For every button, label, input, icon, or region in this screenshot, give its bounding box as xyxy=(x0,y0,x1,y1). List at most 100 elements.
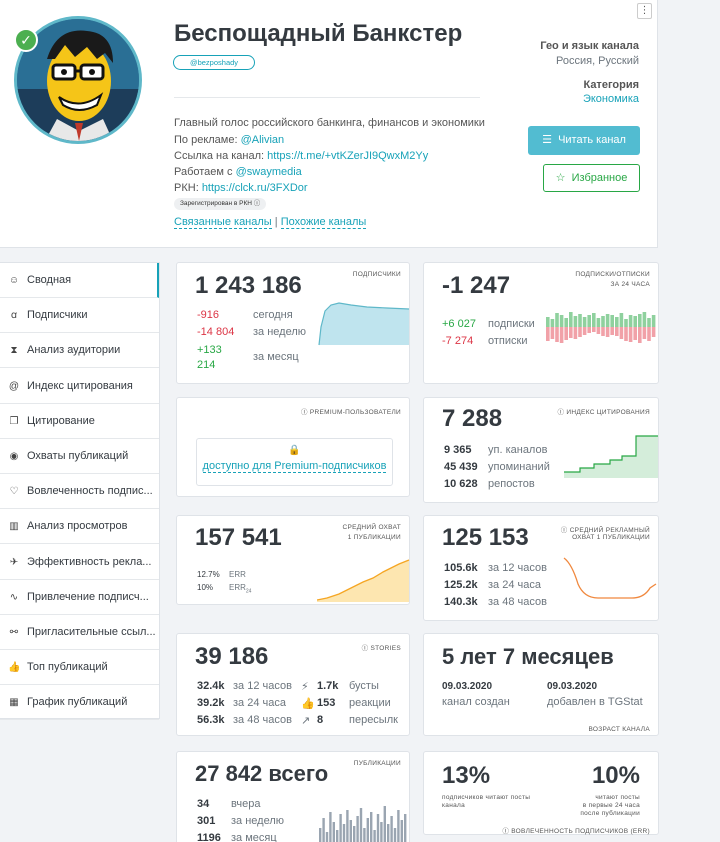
avg-reach-card[interactable]: средний охват 1 публикации 157 541 12.7%… xyxy=(176,515,410,605)
stat-value: -14 804 xyxy=(197,326,235,338)
rkn-badge-label: Зарегистрирован в РКН xyxy=(180,200,252,207)
sidebar-item[interactable]: ◉ Охваты публикаций xyxy=(0,439,159,474)
engagement-card[interactable]: 13% подписчиков читают посты канала 10% … xyxy=(423,751,659,835)
sidebar-nav: ☺ Сводная ꭤ Подписчики ⧗ Анализ аудитории @ Инд… xyxy=(0,262,160,721)
stat-value: 39.2k xyxy=(197,697,225,709)
sidebar-item[interactable]: ꭤ Подписчики xyxy=(0,298,159,334)
engagement-label: канала xyxy=(442,802,466,809)
stat-label: за 48 часов xyxy=(233,714,292,726)
err-label: ERR xyxy=(229,570,246,579)
sidebar-item[interactable]: ☺ Сводная xyxy=(0,263,159,298)
unsubs-bar xyxy=(573,327,578,339)
ad-reach-chart xyxy=(563,557,657,599)
rkn-label: РКН: xyxy=(174,182,199,194)
subs-bar xyxy=(555,313,559,327)
unsubs-bar xyxy=(605,327,610,337)
similar-channels-link[interactable]: Похожие каналы xyxy=(280,216,367,229)
subscribers-sparkline xyxy=(318,302,410,346)
category-link[interactable]: Экономика xyxy=(582,93,639,105)
publication-bar xyxy=(336,830,339,842)
channel-link[interactable]: https://t.me/+vtKZerJI9QwxM2Yy xyxy=(267,150,429,162)
rkn-link[interactable]: https://clck.ru/3FXDor xyxy=(201,182,308,194)
stat-label: за месяц xyxy=(231,832,277,842)
channel-description: Главный голос российского банкинга, фина… xyxy=(174,117,485,129)
sidebar-item[interactable]: ♡ Вовлеченность подпис... xyxy=(0,474,159,510)
verified-check-icon: ✓ xyxy=(14,28,38,52)
sidebar-item-label: Сводная xyxy=(27,274,72,286)
stat-label: за 12 часов xyxy=(233,680,292,692)
card-tag: охват 1 публикации xyxy=(572,534,650,541)
stat-label: бусты xyxy=(349,680,379,692)
added-date: 09.03.2020 xyxy=(547,681,598,692)
unsubs-bar xyxy=(628,327,633,342)
publications-card[interactable]: публикации 27 842 всего 34 вчера 301 за … xyxy=(176,751,410,842)
works-link[interactable]: @swaymedia xyxy=(235,166,302,178)
sidebar-item[interactable]: @ Индекс цитирования xyxy=(0,369,159,404)
sidebar-item[interactable]: ▥ Анализ просмотров xyxy=(0,509,159,545)
sidebar-item-label: Вовлеченность подпис... xyxy=(27,485,153,498)
stat-value: -916 xyxy=(197,309,220,321)
unsubs-bar xyxy=(638,327,642,343)
publication-bar xyxy=(383,806,386,842)
stat-value: 56.3k xyxy=(197,714,225,726)
subscribers-card[interactable]: подписчики 1 243 186 -916 сегодня -14 80… xyxy=(176,262,410,384)
subs-bar xyxy=(638,314,642,327)
subscribers-total: 1 243 186 xyxy=(195,272,302,299)
sidebar-item-label: Пригласительные ссыл... xyxy=(27,626,156,638)
err24-label-text: ERR xyxy=(229,583,246,592)
list-icon: ☰ xyxy=(542,134,552,146)
premium-box[interactable]: 🔒 доступно для Premium-подписчиков xyxy=(196,438,393,486)
lock-icon: 🔒 xyxy=(288,445,301,456)
sidebar-item[interactable]: 👍 Топ публикаций xyxy=(0,650,159,686)
sidebar-item[interactable]: ▦ График публикаций xyxy=(0,685,159,721)
stories-card[interactable]: ⓘ stories 39 186 32.4k за 12 часов 39.2k… xyxy=(176,633,410,736)
subs-bar xyxy=(569,312,573,327)
subs-bar xyxy=(564,318,568,327)
ad-reach-card[interactable]: ⓘ средний рекламный охват 1 публикации 1… xyxy=(423,515,659,621)
publication-bar xyxy=(370,812,373,842)
favorite-button[interactable]: ☆ Избранное xyxy=(543,164,640,192)
citation-card[interactable]: ⓘ индекс цитирования 7 288 9 365 уп. кан… xyxy=(423,397,659,503)
publication-bar xyxy=(353,826,356,842)
publication-bar xyxy=(400,820,403,842)
premium-card[interactable]: ⓘ premium-пользователи 🔒 доступно для Pr… xyxy=(176,397,410,497)
subs-bar xyxy=(578,314,582,327)
publication-bar xyxy=(376,814,380,842)
sidebar-item-label: Привлечение подписч... xyxy=(27,590,149,603)
sidebar-item[interactable]: ∿ Привлечение подписч... xyxy=(0,580,159,615)
sidebar-item-label: Топ публикаций xyxy=(27,661,108,674)
unsubs-bar xyxy=(624,327,628,341)
sidebar-item[interactable]: ⧗ Анализ аудитории xyxy=(0,333,159,369)
stat-value: 45 439 xyxy=(444,461,478,473)
sidebar-item-icon: ❐ xyxy=(9,415,19,427)
stat-value: 8 xyxy=(317,714,324,726)
publication-bar xyxy=(346,810,349,842)
premium-link[interactable]: доступно для Premium-подписчиков xyxy=(202,460,387,473)
related-links: Связанные каналы | Похожие каналы xyxy=(174,216,367,229)
publication-bar xyxy=(380,822,383,842)
sidebar-item-label: Охваты публикаций xyxy=(27,450,129,462)
stat-label: за 48 часов xyxy=(488,596,547,608)
subs-unsubs-card[interactable]: подписки/отписки за 24 часа -1 247 +6 02… xyxy=(423,262,659,384)
sidebar-item-icon: 👍 xyxy=(8,662,21,674)
stat-label: реакции xyxy=(349,697,391,709)
card-tag: публикации xyxy=(353,760,401,767)
ads-link[interactable]: @Alivian xyxy=(240,134,285,146)
geo-value: Россия, Русский xyxy=(556,55,639,67)
more-menu-icon[interactable]: ⋮ xyxy=(637,3,652,19)
card-tag: ⓘ вовлеченность подписчиков (ERR) xyxy=(502,825,650,835)
ads-line: По рекламе: @Alivian xyxy=(174,134,284,146)
sidebar-item[interactable]: ⚯ Пригласительные ссыл... xyxy=(0,615,159,650)
sidebar-item[interactable]: ❐ Цитирование xyxy=(0,404,159,439)
subs-bar xyxy=(550,319,555,327)
subs-bar xyxy=(651,315,656,327)
sidebar-item[interactable]: ✈ Эффективность рекла... xyxy=(0,545,159,580)
channel-age-card[interactable]: 5 лет 7 месяцев 09.03.2020 канал создан … xyxy=(423,633,659,736)
related-channels-link[interactable]: Связанные каналы xyxy=(174,216,272,229)
stat-label: репостов xyxy=(488,478,535,490)
channel-username[interactable]: @bezposhady xyxy=(173,55,255,70)
subs-label: подписки xyxy=(488,318,535,330)
stat-value: 105.6k xyxy=(444,562,478,574)
read-channel-button[interactable]: ☰ Читать канал xyxy=(528,126,640,155)
unsubs-bar xyxy=(550,327,555,339)
